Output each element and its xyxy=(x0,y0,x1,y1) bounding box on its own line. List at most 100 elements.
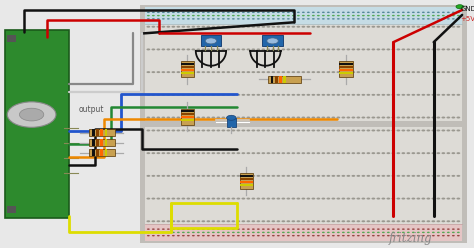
Circle shape xyxy=(217,175,220,177)
Circle shape xyxy=(231,71,235,73)
Circle shape xyxy=(152,15,155,16)
Circle shape xyxy=(451,26,455,28)
Circle shape xyxy=(346,198,350,200)
Circle shape xyxy=(237,71,240,73)
Circle shape xyxy=(256,198,260,200)
Circle shape xyxy=(407,198,410,200)
Circle shape xyxy=(392,48,395,50)
Circle shape xyxy=(452,228,455,230)
Circle shape xyxy=(166,94,170,96)
Circle shape xyxy=(207,129,210,131)
Circle shape xyxy=(232,235,235,236)
Circle shape xyxy=(372,152,375,154)
Circle shape xyxy=(421,48,425,50)
Circle shape xyxy=(231,117,235,119)
Circle shape xyxy=(207,26,210,28)
Circle shape xyxy=(222,15,225,16)
Circle shape xyxy=(262,220,265,222)
Circle shape xyxy=(302,235,305,236)
Circle shape xyxy=(322,228,325,230)
Circle shape xyxy=(417,232,420,233)
Circle shape xyxy=(152,220,155,222)
Circle shape xyxy=(272,235,275,236)
Circle shape xyxy=(201,117,205,119)
Circle shape xyxy=(262,71,265,73)
Bar xyxy=(181,72,194,74)
Circle shape xyxy=(256,26,260,28)
Circle shape xyxy=(321,48,325,50)
Circle shape xyxy=(417,26,420,28)
Circle shape xyxy=(272,152,275,154)
Circle shape xyxy=(186,26,190,28)
Circle shape xyxy=(221,220,225,222)
Circle shape xyxy=(237,26,240,28)
Text: +5V: +5V xyxy=(461,16,474,22)
Circle shape xyxy=(217,48,220,50)
Circle shape xyxy=(451,175,455,177)
Circle shape xyxy=(197,235,200,236)
Circle shape xyxy=(166,198,170,200)
Circle shape xyxy=(382,220,385,222)
Circle shape xyxy=(392,117,395,119)
Circle shape xyxy=(337,18,340,20)
Bar xyxy=(240,184,253,186)
Circle shape xyxy=(176,152,180,154)
Circle shape xyxy=(292,26,295,28)
Circle shape xyxy=(237,175,240,177)
Circle shape xyxy=(356,94,360,96)
Circle shape xyxy=(377,235,380,236)
Circle shape xyxy=(441,117,445,119)
Circle shape xyxy=(292,15,295,16)
Bar xyxy=(283,76,286,83)
Circle shape xyxy=(272,26,275,28)
Circle shape xyxy=(431,175,435,177)
Circle shape xyxy=(437,18,440,20)
Circle shape xyxy=(267,38,278,44)
Circle shape xyxy=(182,48,185,50)
Bar xyxy=(181,111,194,113)
Circle shape xyxy=(256,117,260,119)
Circle shape xyxy=(272,129,275,131)
Circle shape xyxy=(256,220,260,222)
Circle shape xyxy=(147,15,150,16)
Circle shape xyxy=(407,235,410,236)
Circle shape xyxy=(172,117,175,119)
Circle shape xyxy=(397,228,400,230)
Circle shape xyxy=(427,175,430,177)
Circle shape xyxy=(401,198,405,200)
Circle shape xyxy=(356,175,360,177)
Circle shape xyxy=(292,232,295,233)
Circle shape xyxy=(246,152,250,154)
Circle shape xyxy=(292,152,295,154)
Circle shape xyxy=(157,18,160,20)
Circle shape xyxy=(382,152,385,154)
Circle shape xyxy=(447,152,450,154)
Circle shape xyxy=(282,175,285,177)
Circle shape xyxy=(207,228,210,230)
Circle shape xyxy=(372,71,375,73)
Circle shape xyxy=(187,15,190,16)
Circle shape xyxy=(166,220,170,222)
Circle shape xyxy=(252,228,255,230)
Circle shape xyxy=(296,71,300,73)
Circle shape xyxy=(321,117,325,119)
Circle shape xyxy=(221,26,225,28)
Circle shape xyxy=(376,26,380,28)
Circle shape xyxy=(197,18,200,20)
Circle shape xyxy=(202,15,205,16)
Circle shape xyxy=(297,235,300,236)
Circle shape xyxy=(317,228,320,230)
Circle shape xyxy=(177,15,180,16)
Circle shape xyxy=(307,232,310,233)
Circle shape xyxy=(452,18,455,20)
Circle shape xyxy=(191,48,195,50)
Circle shape xyxy=(421,71,425,73)
Circle shape xyxy=(456,129,460,131)
Circle shape xyxy=(207,220,210,222)
Circle shape xyxy=(172,220,175,222)
Circle shape xyxy=(317,235,320,236)
Circle shape xyxy=(246,48,250,50)
Circle shape xyxy=(382,232,385,233)
Circle shape xyxy=(422,228,425,230)
Circle shape xyxy=(146,71,150,73)
